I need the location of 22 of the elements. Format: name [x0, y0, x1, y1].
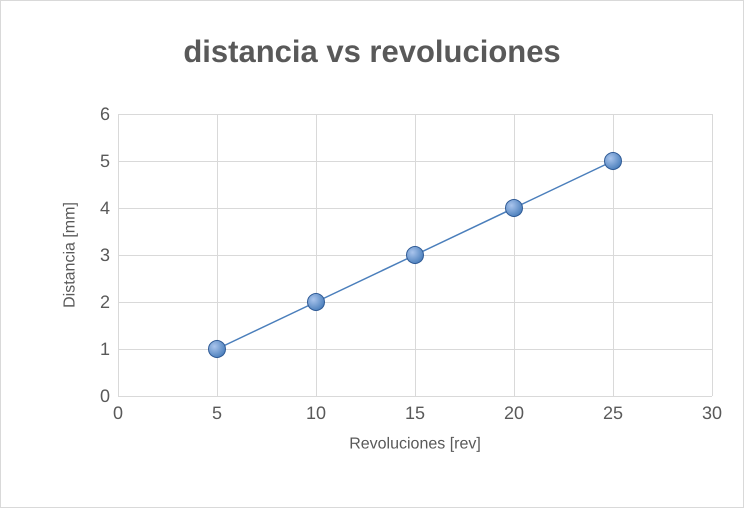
x-tick-label: 15	[404, 403, 426, 423]
chart-title: distancia vs revoluciones	[183, 34, 561, 69]
x-tick-label: 30	[702, 403, 722, 423]
y-tick-label: 1	[100, 339, 110, 359]
x-tick-label: 25	[602, 403, 624, 423]
x-tick-label: 10	[306, 403, 326, 423]
x-axis-title: Revoluciones [rev]	[349, 436, 481, 452]
point	[208, 340, 226, 358]
point	[604, 152, 622, 170]
point	[406, 246, 424, 264]
y-tick-label: 3	[100, 245, 110, 265]
y-tick-label: 4	[100, 198, 110, 218]
y-axis-title: Distancia [mm]	[62, 202, 78, 308]
x-tick-label: 20	[504, 403, 524, 423]
y-tick-label: 5	[100, 151, 110, 171]
y-tick-label: 2	[100, 292, 110, 312]
x-tick-label: 5	[212, 403, 222, 423]
point	[307, 293, 325, 311]
x-tick-label: 0	[112, 403, 124, 423]
y-tick-label: 0	[100, 386, 110, 406]
y-tick-label: 6	[100, 104, 110, 124]
point	[505, 199, 523, 217]
